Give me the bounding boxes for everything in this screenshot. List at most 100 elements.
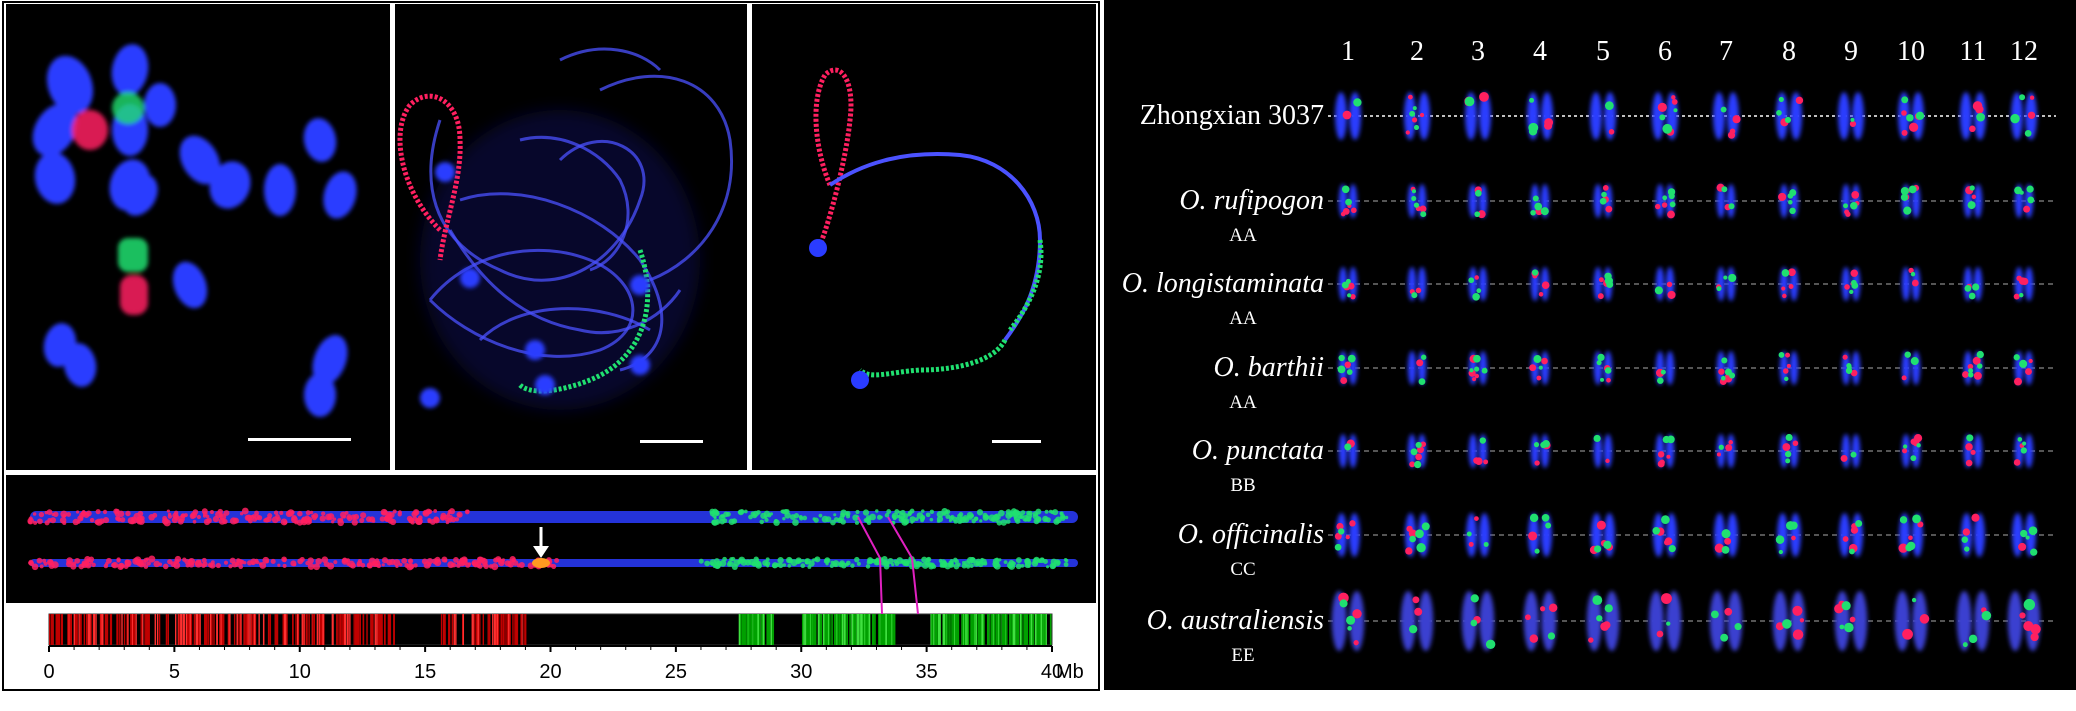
map-band-red bbox=[453, 614, 456, 645]
map-band-red bbox=[193, 614, 196, 645]
chromosome-pair bbox=[2013, 351, 2034, 386]
map-band-red bbox=[211, 614, 213, 645]
map-band-green bbox=[930, 614, 933, 645]
arrow-icon bbox=[533, 527, 549, 558]
panel-genome-map: 0 5 10 15 20 25 30 35 40 Mb bbox=[43, 516, 1084, 683]
map-band-red bbox=[90, 614, 92, 645]
chromosome-number: 2 bbox=[1410, 36, 1424, 67]
map-band-red bbox=[248, 614, 250, 645]
map-band-green bbox=[949, 614, 951, 645]
map-band-red bbox=[110, 614, 113, 645]
chromosome bbox=[144, 83, 176, 127]
map-band-green bbox=[885, 614, 887, 645]
map-band-green bbox=[1040, 614, 1043, 645]
karyotype-row: O. rufipogon AA bbox=[1179, 183, 2056, 246]
map-band-red bbox=[243, 614, 246, 645]
map-band-red bbox=[133, 614, 136, 645]
map-band-red bbox=[374, 614, 377, 645]
chromosome-pair bbox=[2007, 591, 2041, 651]
centromere-knob bbox=[525, 340, 545, 360]
map-band-red bbox=[208, 614, 210, 645]
map-band-green bbox=[767, 614, 769, 645]
map-band-green bbox=[841, 614, 844, 645]
map-band-green bbox=[979, 614, 982, 645]
chromosome-pair bbox=[1654, 267, 1676, 301]
map-band-red bbox=[165, 614, 168, 645]
map-band-green bbox=[1023, 614, 1025, 645]
map-band-green bbox=[738, 614, 741, 645]
map-band-green bbox=[824, 614, 826, 645]
map-band-green bbox=[812, 614, 815, 645]
chromosome-pair bbox=[2012, 513, 2038, 557]
centromere-knob bbox=[851, 371, 869, 389]
map-band-red bbox=[521, 614, 523, 645]
genome-type: BB bbox=[1230, 475, 1255, 496]
chromosome-pair bbox=[1716, 183, 1736, 218]
map-band-green bbox=[808, 614, 811, 645]
map-band-green bbox=[973, 614, 975, 645]
map-band-red bbox=[116, 614, 118, 645]
centromere-knob bbox=[420, 388, 440, 408]
map-band-green bbox=[856, 614, 859, 645]
map-band-red bbox=[145, 614, 148, 645]
species-name: O. punctata bbox=[1192, 435, 1324, 466]
map-band-green bbox=[1044, 614, 1046, 645]
chromosome-strand bbox=[599, 74, 733, 282]
map-band-red bbox=[393, 614, 395, 645]
map-band-green bbox=[944, 614, 947, 645]
map-band-red bbox=[76, 614, 78, 645]
map-band-green bbox=[893, 614, 896, 645]
chromosome-pair bbox=[1337, 351, 1358, 385]
map-band-red bbox=[229, 614, 231, 645]
chromosome-pair bbox=[1841, 184, 1861, 218]
map-band-red bbox=[448, 614, 451, 645]
chromosome-pair bbox=[1655, 434, 1675, 468]
map-band-red bbox=[346, 614, 349, 645]
map-band-red bbox=[356, 614, 359, 645]
chromosome-pair bbox=[1776, 92, 1804, 140]
map-band-green bbox=[831, 614, 833, 645]
map-band-red bbox=[341, 614, 343, 645]
map-band-red bbox=[49, 614, 51, 645]
map-band-red bbox=[240, 614, 242, 645]
karyotype-row: Zhongxian 3037 bbox=[1140, 91, 2056, 140]
red-signal bbox=[397, 93, 463, 261]
map-band-red bbox=[178, 614, 180, 645]
map-band-red bbox=[380, 614, 382, 645]
chromosome-pair bbox=[1527, 92, 1554, 140]
map-band-red bbox=[316, 614, 319, 645]
chromosome-pair bbox=[1839, 513, 1863, 557]
species-name: O. rufipogon bbox=[1179, 185, 1324, 216]
map-band-green bbox=[820, 614, 823, 645]
map-band-green bbox=[861, 614, 863, 645]
chromosome-number: 9 bbox=[1844, 36, 1858, 67]
map-band-green bbox=[951, 614, 953, 645]
map-band-green bbox=[865, 614, 867, 645]
map-band-green bbox=[837, 614, 839, 645]
map-band-green bbox=[890, 614, 893, 645]
chromosome-pair bbox=[1652, 513, 1677, 557]
map-band-red bbox=[89, 614, 91, 645]
tick-label: 25 bbox=[665, 661, 687, 683]
chromosome-pair bbox=[1841, 267, 1861, 301]
chromosome-pair bbox=[1778, 184, 1799, 218]
map-band-red bbox=[80, 614, 82, 645]
map-band-red bbox=[516, 614, 519, 645]
centromere-knob bbox=[435, 162, 455, 182]
map-band-green bbox=[1032, 614, 1035, 645]
karyotype-row: O. punctata BB bbox=[1192, 433, 2056, 496]
map-band-red bbox=[381, 614, 383, 645]
map-band-red bbox=[338, 614, 340, 645]
map-band-green bbox=[862, 614, 865, 645]
map-band-green bbox=[750, 614, 752, 645]
map-band-red bbox=[239, 614, 241, 645]
map-band-red bbox=[246, 614, 248, 645]
chromosome-pair bbox=[1779, 267, 1799, 301]
map-band-red bbox=[123, 614, 126, 645]
karyotype-row: O. officinalis CC bbox=[1178, 513, 2056, 580]
map-band-red bbox=[462, 614, 465, 645]
map-band-green bbox=[942, 614, 945, 645]
map-band-red bbox=[497, 614, 500, 645]
map-band-red bbox=[69, 614, 71, 645]
